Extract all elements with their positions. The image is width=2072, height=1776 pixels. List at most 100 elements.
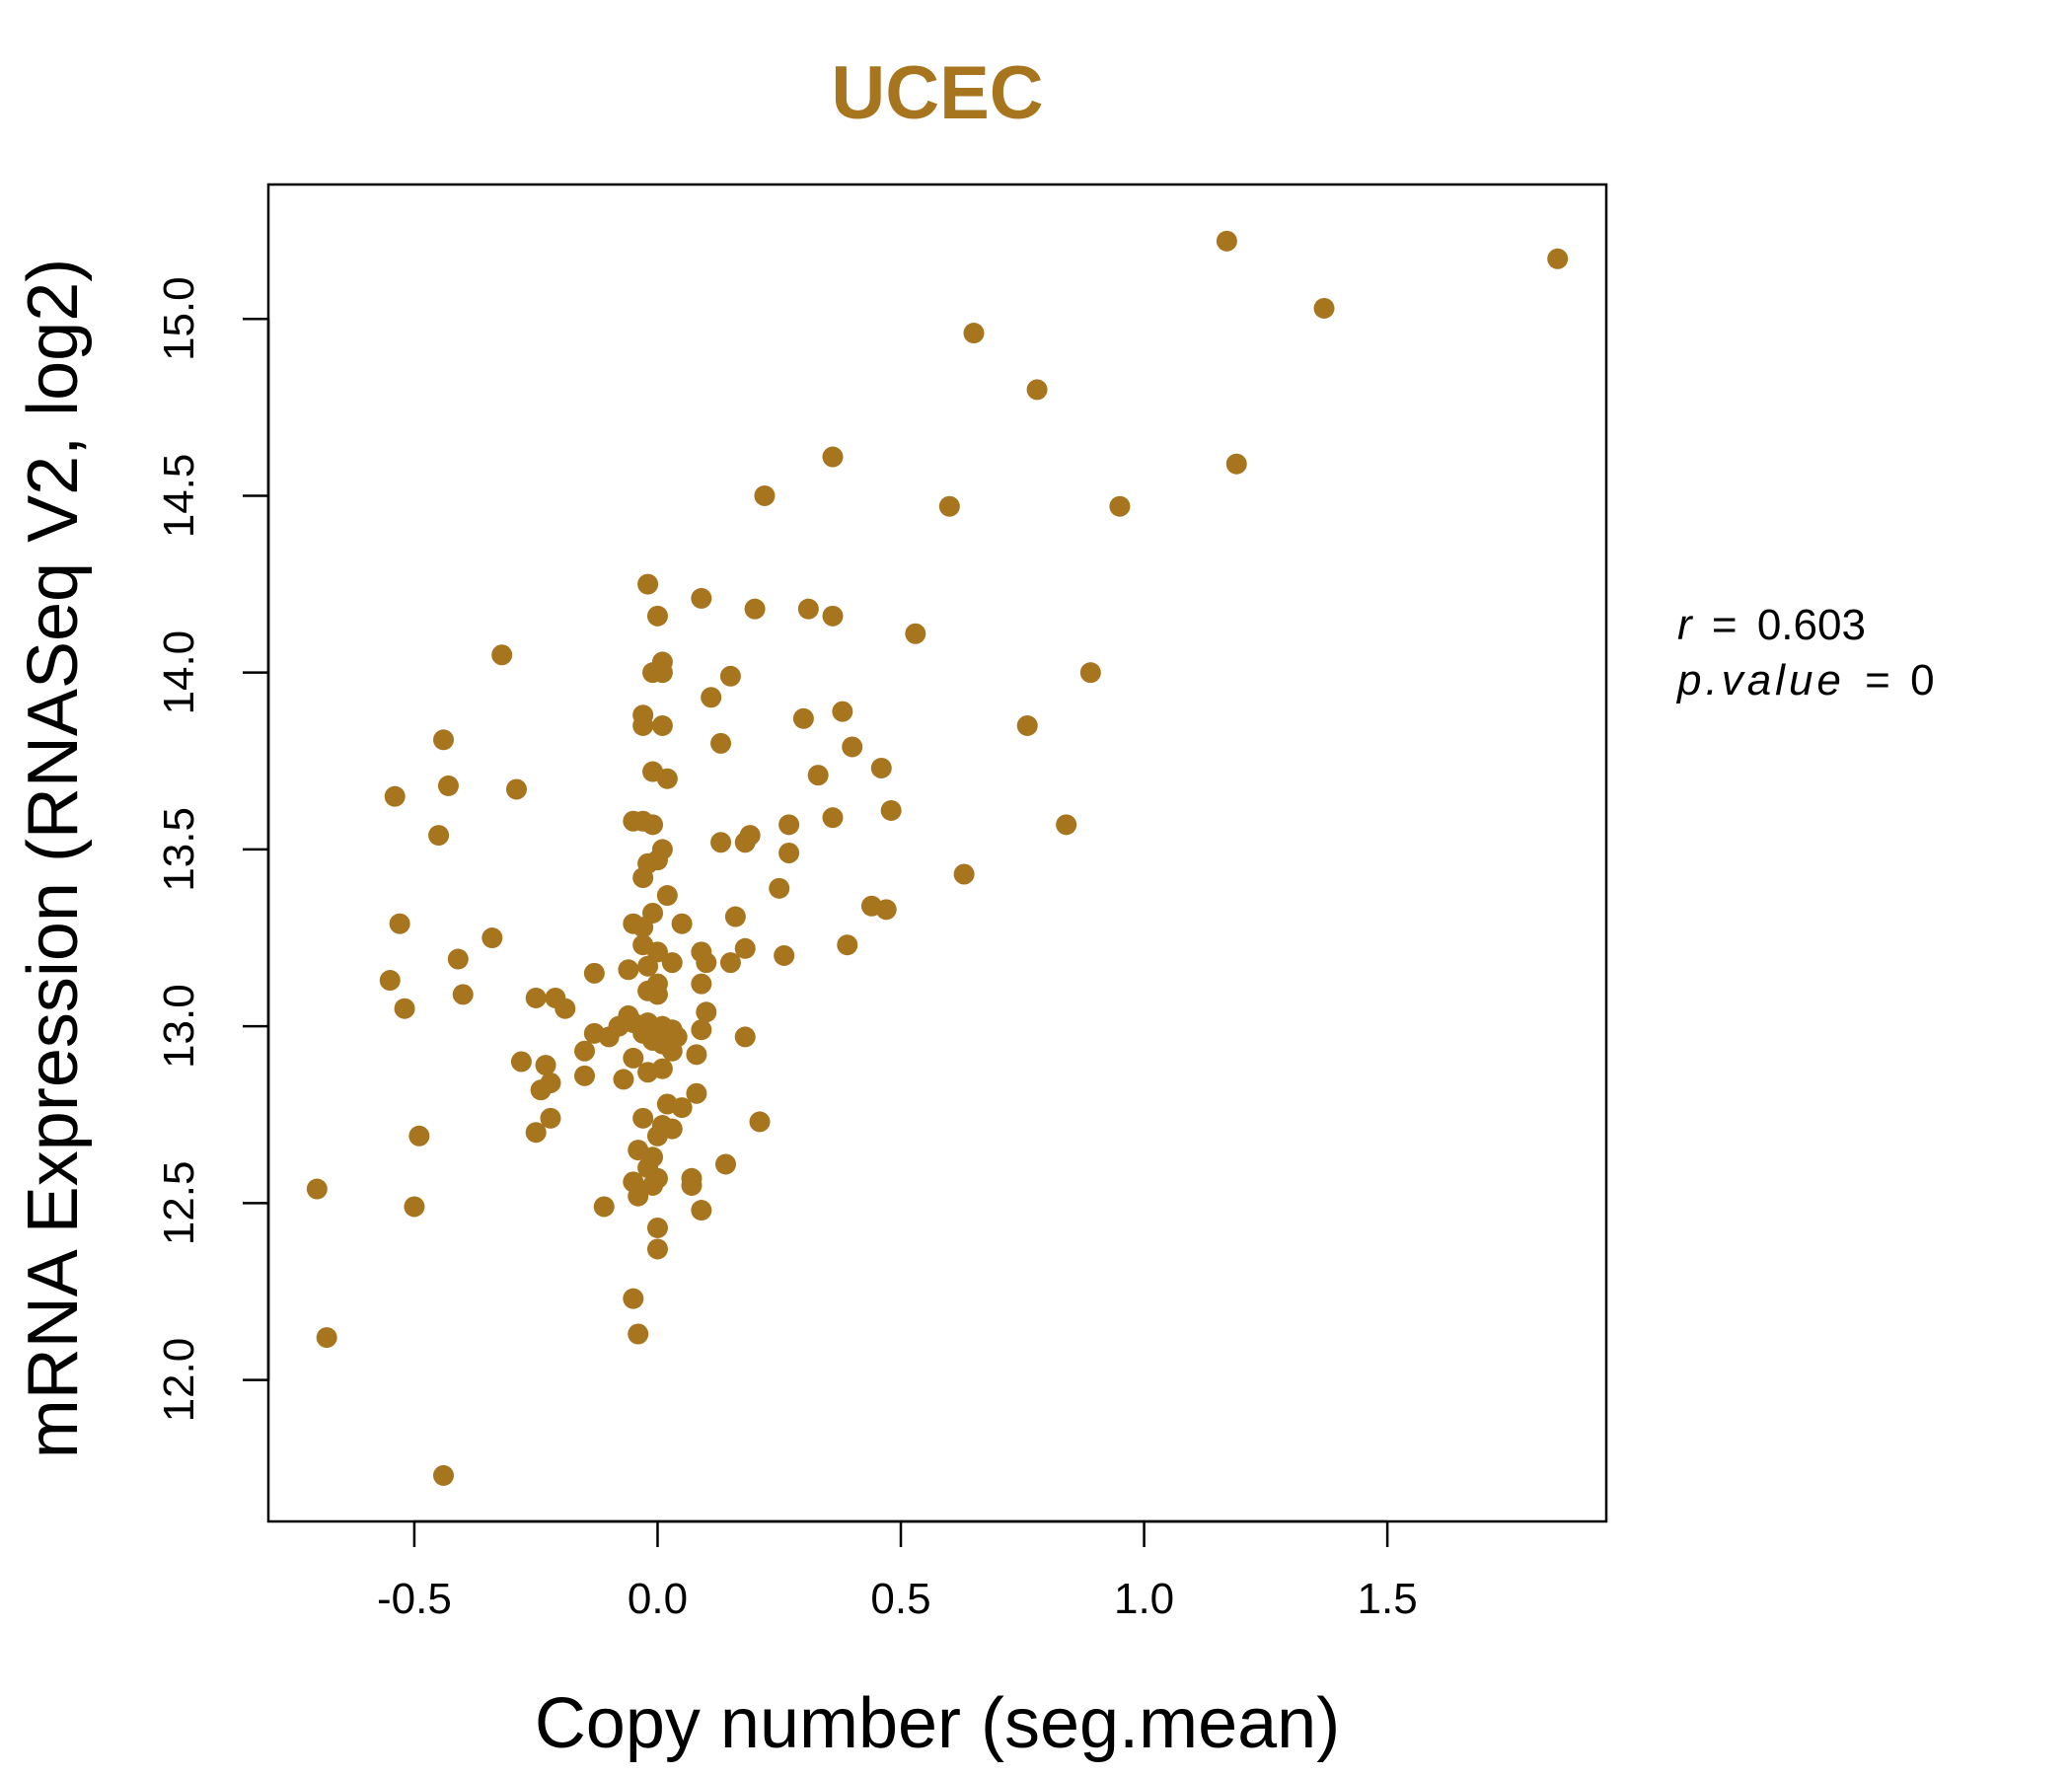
data-point [656,768,678,789]
data-point [691,1019,712,1041]
data-point [681,1174,703,1196]
y-tick-label: 12.5 [155,1161,203,1246]
data-point [433,1464,455,1486]
data-point [525,1122,547,1144]
data-point [661,1040,683,1062]
data-point [628,1323,649,1345]
data-point [837,934,858,956]
x-tick-label: 0.0 [628,1575,688,1623]
data-point [433,729,455,751]
y-tick-label: 12.0 [155,1338,203,1423]
data-point [428,825,450,847]
data-point [598,1026,620,1048]
data-point [686,1082,707,1104]
data-point [632,867,654,889]
data-point [384,785,406,807]
data-point [822,446,844,468]
data-point [938,495,960,517]
data-point [632,917,654,938]
data-point [822,605,844,627]
x-tick-label: 0.5 [870,1575,930,1623]
data-point [481,927,503,949]
data-point [1109,495,1131,517]
data-point [447,948,469,970]
data-point [1056,814,1077,836]
data-point [306,1178,328,1200]
y-axis: 12.0 12.5 13.0 13.5 14.0 14.5 15.0 [155,276,270,1423]
data-point [437,775,459,796]
data-point [646,1238,668,1260]
data-point [574,1040,596,1062]
data-point [769,877,790,899]
data-point [1016,714,1038,736]
data-point [1225,453,1247,475]
y-tick-label: 14.0 [155,630,203,715]
data-point [686,1044,707,1066]
data-point [696,1001,717,1023]
data-point [778,843,800,863]
data-point [744,598,766,620]
data-point [710,732,732,754]
data-point [651,714,673,736]
data-point [583,962,605,984]
x-tick-label: 1.0 [1114,1575,1174,1623]
data-point [734,937,756,959]
data-point [646,1217,668,1238]
data-point [749,1111,771,1133]
data-point [691,587,712,609]
data-point [905,623,926,644]
data-point [408,1125,430,1147]
data-point [613,1069,634,1090]
y-tick-label: 13.5 [155,807,203,892]
r-stat: r = 0.603 [1677,601,1866,649]
data-point [632,714,654,736]
data-point [530,1079,552,1101]
data-point [1216,230,1237,252]
data-point [870,757,892,778]
data-point [724,906,746,927]
data-point [505,778,527,800]
data-point [656,885,678,907]
data-point [555,998,576,1019]
r-label: r [1677,601,1694,649]
data-point [637,573,659,595]
plot-frame [266,183,1608,1523]
data-point [1313,297,1335,319]
data-point [671,1097,693,1119]
data-point [691,973,712,995]
data-point [880,799,902,821]
data-point [797,598,819,620]
data-point [618,959,639,981]
x-tick-label: 1.5 [1358,1575,1418,1623]
p-eq: = [1865,656,1890,704]
data-point [628,1185,649,1207]
data-point [734,1026,756,1048]
data-point [691,1200,712,1221]
data-point [710,832,732,853]
data-point [452,984,474,1005]
data-point [719,952,741,974]
data-point [637,1062,659,1083]
data-point [719,665,741,687]
r-value: 0.603 [1757,601,1866,649]
data-point [646,605,668,627]
data-point [535,1055,556,1076]
data-points [306,230,1569,1486]
data-point [715,1153,737,1175]
data-point [754,484,776,506]
data-point [646,1125,668,1147]
data-point [822,807,844,829]
data-point [316,1327,337,1349]
data-point [1026,379,1048,401]
data-point [525,987,547,1008]
data-point [807,765,829,786]
data-point [404,1196,425,1218]
data-point [637,955,659,977]
correlation-stats: r = 0.603 p.value = 0 [1675,601,1935,704]
data-point [842,736,863,758]
x-tick-label: -0.5 [377,1575,452,1623]
data-point [832,701,853,722]
x-axis: -0.5 0.0 0.5 1.0 1.5 [377,1519,1418,1623]
x-axis-title: Copy number (seg.mean) [535,1684,1340,1763]
